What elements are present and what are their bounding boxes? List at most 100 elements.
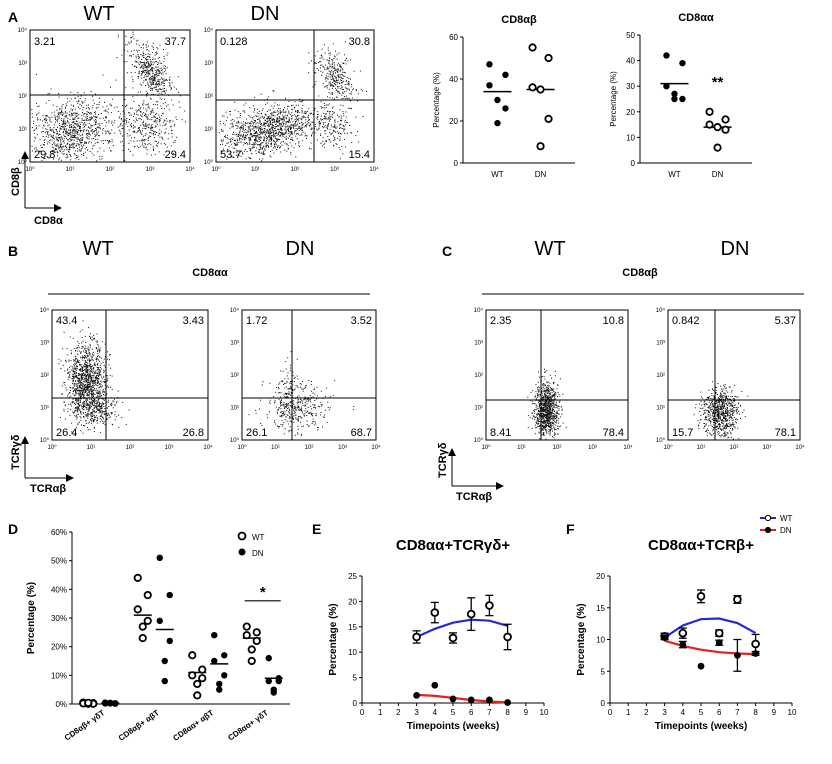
event-dot bbox=[263, 128, 265, 129]
event-dot bbox=[95, 116, 97, 118]
event-dot bbox=[57, 145, 59, 147]
event-dot bbox=[79, 385, 81, 387]
event-dot bbox=[158, 151, 160, 153]
event-dot bbox=[147, 144, 149, 146]
event-dot bbox=[328, 60, 330, 62]
event-dot bbox=[317, 116, 319, 117]
y-tick-label: 10 bbox=[626, 133, 635, 142]
event-dot bbox=[108, 386, 110, 388]
event-dot bbox=[139, 105, 140, 107]
event-dot bbox=[88, 358, 90, 360]
event-dot bbox=[251, 147, 253, 149]
event-dot bbox=[105, 117, 107, 119]
event-dot bbox=[97, 409, 98, 411]
event-dot bbox=[57, 133, 58, 134]
event-dot bbox=[83, 404, 85, 406]
event-dot bbox=[166, 105, 167, 107]
event-dot bbox=[78, 402, 80, 404]
event-dot bbox=[155, 52, 157, 53]
event-dot bbox=[118, 36, 119, 38]
event-dot bbox=[285, 137, 287, 139]
event-dot bbox=[151, 80, 153, 82]
event-dot bbox=[141, 73, 143, 75]
event-dot bbox=[299, 134, 301, 136]
event-dot bbox=[91, 396, 93, 398]
event-dot bbox=[72, 398, 74, 400]
event-dot bbox=[306, 420, 308, 422]
event-dot bbox=[31, 145, 33, 147]
event-dot bbox=[92, 368, 94, 370]
event-dot bbox=[341, 98, 343, 99]
event-dot bbox=[138, 44, 140, 46]
event-dot bbox=[83, 129, 85, 131]
event-dot bbox=[135, 55, 137, 57]
event-dot bbox=[90, 414, 92, 416]
event-dot bbox=[161, 63, 163, 64]
event-dot bbox=[333, 75, 335, 77]
event-dot bbox=[79, 135, 81, 137]
event-dot bbox=[40, 119, 41, 121]
event-dot bbox=[92, 381, 94, 383]
event-dot bbox=[44, 139, 46, 141]
event-dot bbox=[53, 124, 55, 126]
event-dot bbox=[312, 421, 314, 423]
event-dot bbox=[299, 146, 300, 147]
event-dot bbox=[75, 128, 77, 130]
event-dot bbox=[263, 131, 265, 133]
event-dot bbox=[157, 63, 159, 65]
event-dot bbox=[104, 130, 106, 132]
event-dot bbox=[101, 414, 103, 416]
event-dot bbox=[276, 138, 278, 140]
event-dot bbox=[290, 402, 292, 404]
event-dot bbox=[304, 111, 306, 113]
event-dot bbox=[77, 393, 79, 395]
event-dot bbox=[78, 403, 79, 405]
event-dot bbox=[243, 137, 245, 139]
flow-y-tick-label: 10⁴ bbox=[204, 27, 214, 34]
event-dot bbox=[156, 82, 157, 84]
event-dot bbox=[242, 123, 244, 125]
event-dot bbox=[133, 130, 135, 132]
event-dot bbox=[72, 142, 74, 144]
event-dot bbox=[85, 347, 87, 349]
event-dot bbox=[79, 141, 81, 143]
a-wt-quadrant-ur: 37.7 bbox=[165, 36, 186, 48]
event-dot bbox=[149, 89, 151, 91]
event-dot bbox=[49, 139, 51, 141]
event-dot bbox=[153, 121, 155, 123]
event-dot bbox=[284, 411, 286, 413]
event-dot bbox=[286, 386, 287, 388]
event-dot bbox=[70, 108, 72, 110]
event-dot bbox=[306, 126, 308, 128]
event-dot bbox=[252, 143, 254, 145]
event-dot bbox=[74, 150, 76, 152]
event-dot bbox=[225, 136, 226, 138]
event-dot bbox=[293, 127, 295, 129]
event-dot bbox=[111, 413, 112, 415]
event-dot bbox=[240, 135, 242, 137]
event-dot bbox=[92, 372, 93, 374]
event-dot bbox=[92, 393, 94, 395]
event-dot bbox=[84, 356, 86, 358]
event-dot bbox=[245, 123, 247, 125]
event-dot bbox=[335, 77, 337, 78]
event-dot bbox=[132, 54, 134, 56]
event-dot bbox=[95, 402, 97, 404]
event-dot bbox=[145, 114, 147, 116]
event-dot bbox=[91, 356, 93, 357]
event-dot bbox=[78, 377, 80, 379]
event-dot bbox=[313, 406, 315, 408]
event-dot bbox=[295, 110, 297, 112]
event-dot bbox=[299, 127, 301, 129]
event-dot bbox=[320, 122, 322, 124]
event-dot bbox=[52, 144, 54, 145]
event-dot bbox=[105, 133, 107, 135]
event-dot bbox=[72, 376, 74, 378]
flow-x-tick-label: 10¹ bbox=[66, 167, 75, 173]
event-dot bbox=[132, 80, 134, 82]
data-point-open bbox=[713, 123, 722, 132]
event-dot bbox=[96, 134, 98, 136]
event-dot bbox=[225, 144, 227, 146]
event-dot bbox=[71, 369, 73, 371]
event-dot bbox=[288, 148, 290, 150]
